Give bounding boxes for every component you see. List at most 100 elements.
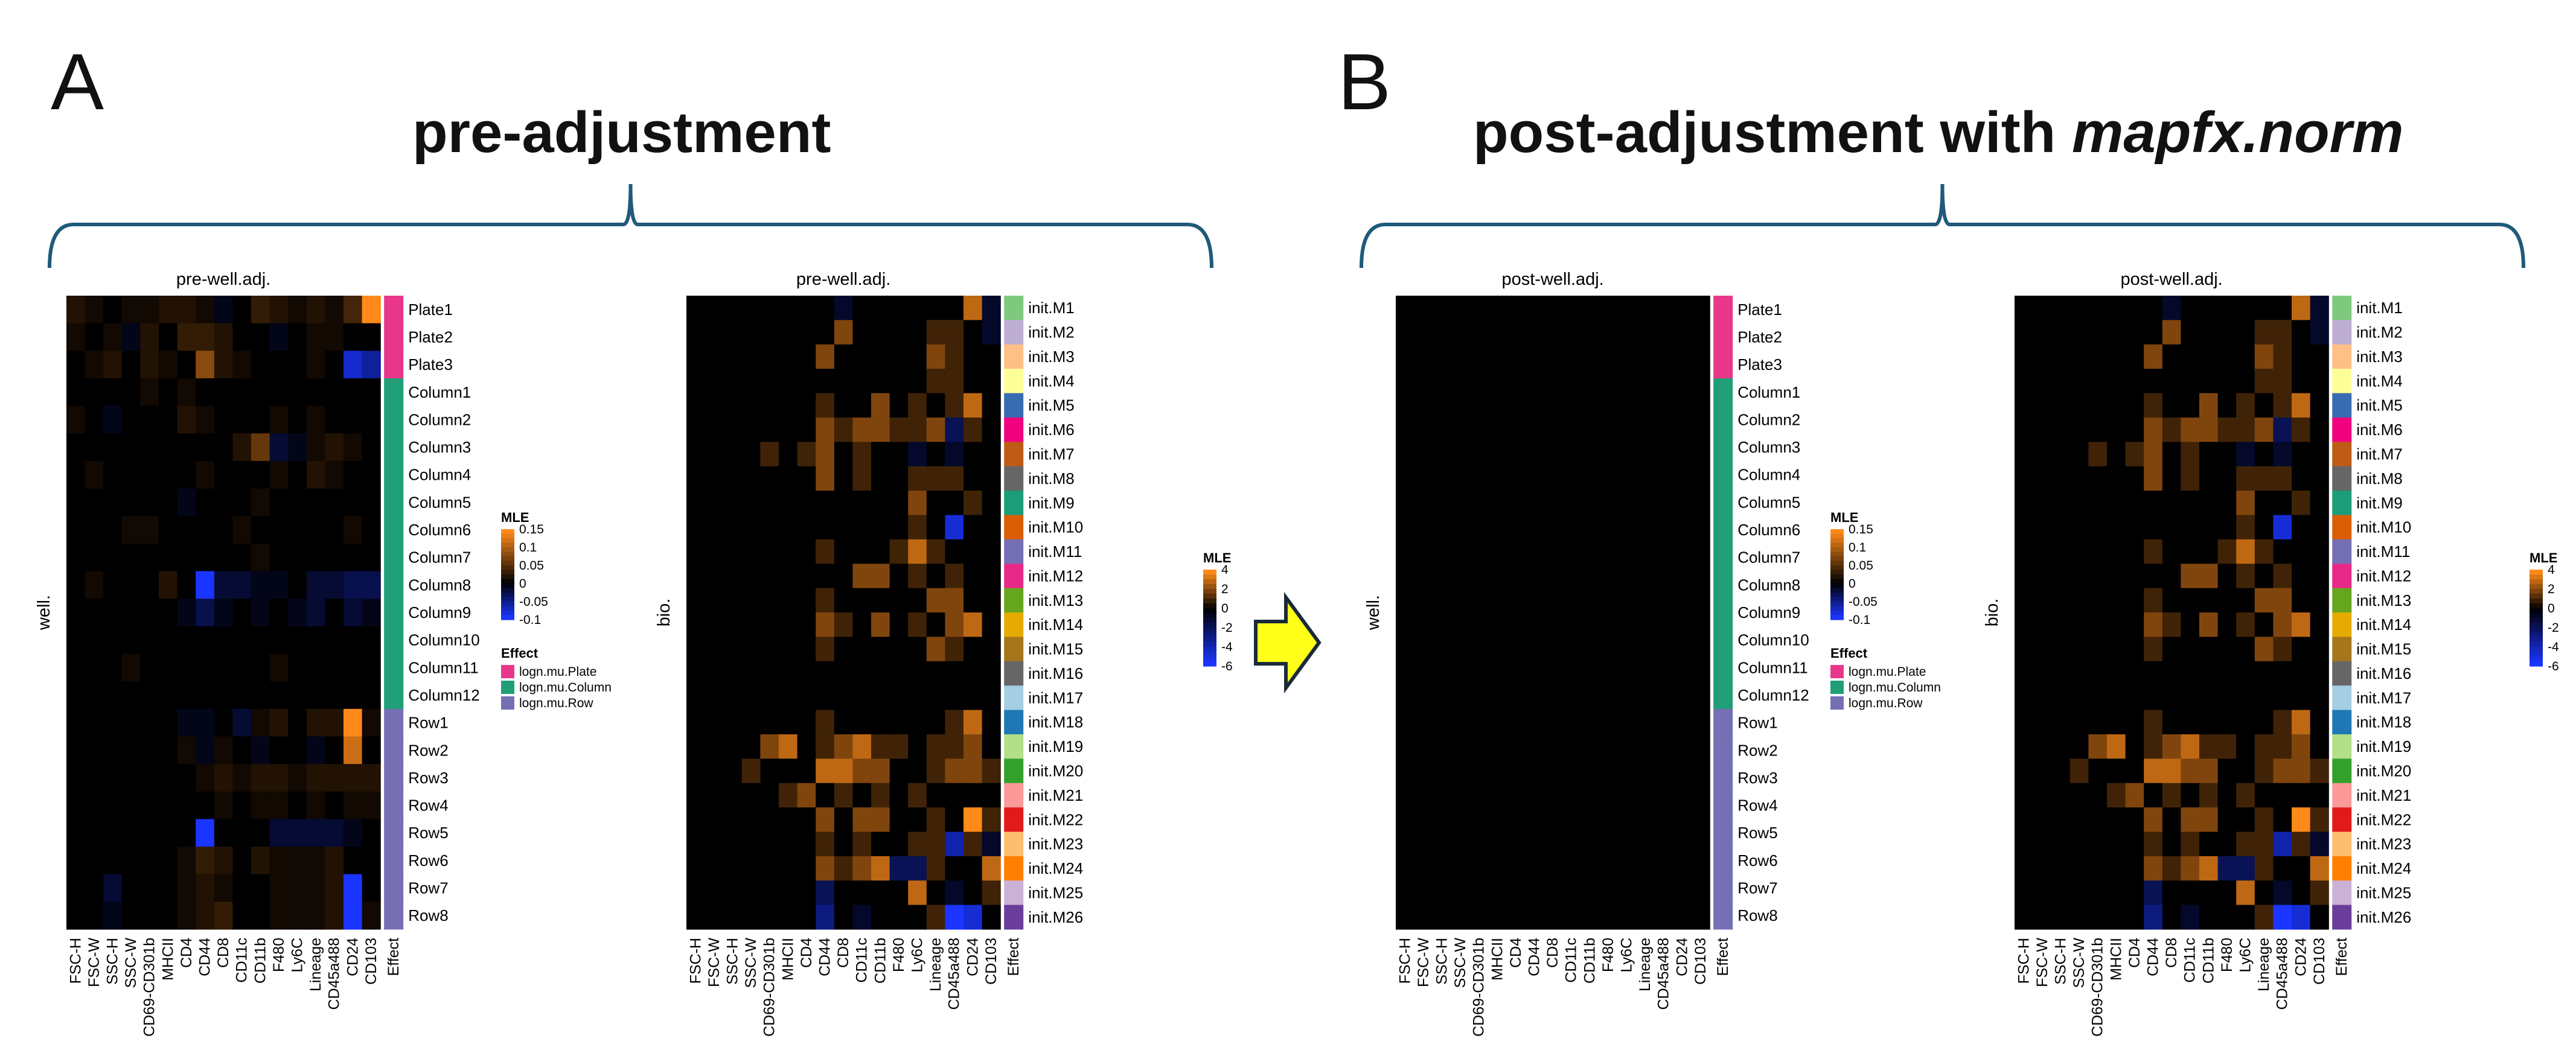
column-label: Lineage: [2255, 938, 2272, 991]
heatmap-cell: [705, 758, 724, 784]
heatmap-cell: [1414, 571, 1433, 599]
column-label: MHCII: [2108, 938, 2124, 981]
heatmap-cell: [2015, 296, 2034, 320]
legend-swatch: [1203, 570, 1216, 575]
heatmap-cell: [741, 880, 761, 906]
heatmap-cell: [779, 637, 798, 662]
heatmap-cell: [1543, 571, 1562, 599]
heatmap-cell: [2254, 783, 2274, 808]
heatmap-cell: [741, 296, 761, 320]
heatmap-cell: [288, 323, 307, 351]
heatmap-cell: [2273, 320, 2292, 345]
heatmap-cell: [1562, 791, 1581, 819]
heatmap-cell: [723, 905, 743, 930]
heatmap-cell: [982, 393, 1001, 418]
heatmap-cell: [2015, 369, 2034, 394]
legend-swatch: [501, 533, 514, 539]
heatmap-cell: [723, 442, 743, 467]
heatmap-cell: [2236, 856, 2255, 881]
heatmap-cell: [1562, 488, 1581, 517]
heatmap-cell: [1635, 626, 1655, 655]
legend-swatch: [1830, 665, 1844, 678]
heatmap-cell: [2069, 685, 2089, 711]
heatmap-cell: [2088, 466, 2108, 491]
heatmap-cell: [269, 681, 289, 710]
heatmap-cell: [705, 661, 724, 686]
heatmap-cell: [2051, 369, 2071, 394]
heatmap-cell: [159, 433, 178, 462]
heatmap-cell: [1488, 488, 1507, 517]
heatmap-cell: [1580, 902, 1600, 930]
heatmap-cell: [362, 819, 381, 847]
heatmap-cell: [121, 296, 141, 324]
heatmap-cell: [2292, 539, 2311, 564]
heatmap-cell: [85, 626, 104, 655]
heatmap-cell: [2310, 466, 2329, 491]
heatmap-cell: [121, 433, 141, 462]
heatmap-cell: [177, 460, 196, 489]
heatmap-cell: [2107, 539, 2126, 564]
heatmap-cell: [2015, 491, 2034, 516]
column-label: Effect: [2333, 938, 2350, 976]
legend-swatch: [1203, 628, 1216, 633]
legend-swatch: [2530, 632, 2543, 638]
heatmap-cell: [121, 599, 141, 627]
heatmap-cell: [2254, 832, 2274, 857]
heatmap-cell: [1599, 460, 1618, 489]
heatmap-cell: [344, 378, 363, 407]
heatmap-cell: [945, 466, 964, 491]
heatmap-cell: [2217, 856, 2237, 881]
heatmap-cell: [982, 661, 1001, 686]
heatmap-cell: [344, 543, 363, 572]
legend-swatch: [501, 597, 514, 602]
heatmap-cell: [159, 405, 178, 434]
heatmap-cell: [1396, 516, 1415, 544]
legend-swatch: [501, 681, 514, 694]
heatmap-cell: [2162, 685, 2181, 711]
heatmap-cell: [269, 351, 289, 379]
heatmap-cell: [1469, 874, 1489, 902]
heatmap-cell: [2199, 856, 2219, 881]
heatmap-cell: [232, 433, 252, 462]
row-label: Row7: [408, 879, 448, 897]
heatmap-cell: [2088, 807, 2108, 833]
row-label: Column1: [408, 383, 471, 401]
heatmap-cell: [2236, 685, 2255, 711]
heatmap-cell: [140, 460, 159, 489]
heatmap-cell: [196, 296, 215, 324]
heatmap-cell: [1691, 405, 1710, 434]
heatmap-cell: [2273, 880, 2292, 906]
heatmap-cell: [797, 564, 816, 589]
heatmap-cell: [2088, 417, 2108, 442]
heatmap-pre-bio-title: pre-well.adj.: [796, 270, 890, 289]
heatmap-cell: [2015, 710, 2034, 735]
heatmap-cell: [2236, 515, 2255, 540]
heatmap-cell: [2125, 466, 2144, 491]
heatmap-cell: [1414, 654, 1433, 682]
heatmap-cell: [325, 819, 344, 847]
heatmap-cell: [834, 417, 853, 442]
heatmap-cell: [1691, 571, 1710, 599]
heatmap-cell: [816, 564, 835, 589]
heatmap-cell: [288, 488, 307, 517]
heatmap-cell: [945, 515, 964, 540]
heatmap-cell: [2125, 612, 2144, 637]
heatmap-cell: [232, 654, 252, 682]
heatmap-cell: [852, 612, 872, 637]
heatmap-cell: [1451, 323, 1470, 351]
heatmap-cell: [2310, 856, 2329, 881]
heatmap-post-well-ylabel: well.: [1364, 595, 1383, 631]
effect-cell: [2332, 734, 2352, 759]
heatmap-cell: [159, 543, 178, 572]
heatmap-cell: [1654, 516, 1673, 544]
heatmap-cell: [362, 736, 381, 765]
heatmap-cell: [1691, 681, 1710, 710]
heatmap-cell: [834, 564, 853, 589]
heatmap-cell: [214, 543, 233, 572]
heatmap-cell: [1506, 626, 1526, 655]
heatmap-cell: [1654, 351, 1673, 379]
heatmap-cell: [723, 588, 743, 613]
heatmap-cell: [2254, 880, 2274, 906]
legend-swatch: [501, 552, 514, 557]
heatmap-cell: [306, 323, 325, 351]
